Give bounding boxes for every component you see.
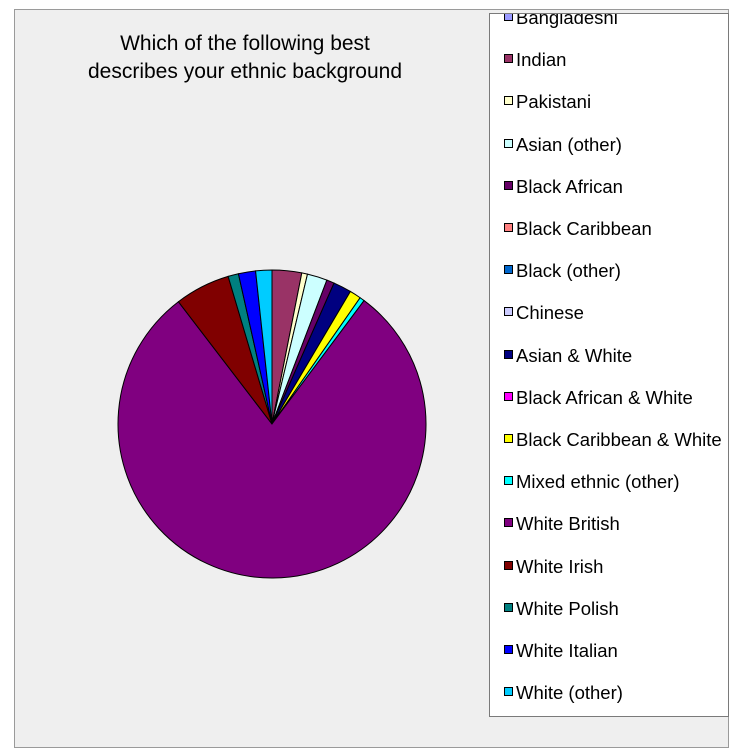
legend-swatch	[504, 518, 513, 528]
legend-label: Black African & White	[516, 386, 693, 408]
legend-label: Bangladeshi	[516, 13, 618, 28]
legend-swatch	[504, 434, 513, 443]
legend-label: Indian	[516, 49, 567, 71]
chart-title: Which of the following best describes yo…	[87, 32, 402, 83]
legend-label: White Polish	[516, 597, 619, 619]
legend-label: Black Caribbean & White	[516, 429, 722, 450]
legend-swatch	[504, 223, 513, 232]
legend-swatch	[504, 645, 513, 654]
legend-swatch	[504, 349, 513, 359]
legend-label: White Irish	[516, 555, 604, 577]
legend-swatch	[504, 180, 513, 190]
legend-label: Pakistani	[516, 91, 592, 113]
legend: Bangladeshi Indian Pakistani Asian (other) B…	[489, 13, 729, 717]
legend-label: Asian (other)	[516, 133, 622, 155]
legend-swatch	[504, 687, 513, 697]
legend-swatch	[504, 138, 513, 148]
legend-swatch	[504, 476, 513, 486]
legend-swatch	[504, 54, 513, 64]
legend-label: White (other)	[516, 682, 623, 704]
legend-swatch	[504, 391, 513, 401]
legend-label: Black (other)	[516, 260, 621, 282]
legend-label: Chinese	[516, 302, 584, 324]
legend-label: Asian & White	[516, 344, 633, 366]
legend-swatch	[504, 14, 513, 21]
legend-swatch	[504, 265, 513, 275]
legend-swatch	[504, 96, 513, 106]
legend-label: Black Caribbean	[516, 218, 652, 239]
legend-swatch	[504, 307, 513, 317]
legend-label: Mixed ethnic (other)	[516, 471, 680, 493]
pie-slice-white-british	[117, 299, 427, 579]
legend-label: White British	[516, 513, 620, 535]
pie-slice-white-other-	[255, 269, 273, 425]
legend-label: Black African	[516, 175, 623, 197]
legend-label: White Italian	[516, 640, 618, 661]
legend-swatch	[504, 602, 513, 612]
legend-swatch	[504, 560, 513, 570]
